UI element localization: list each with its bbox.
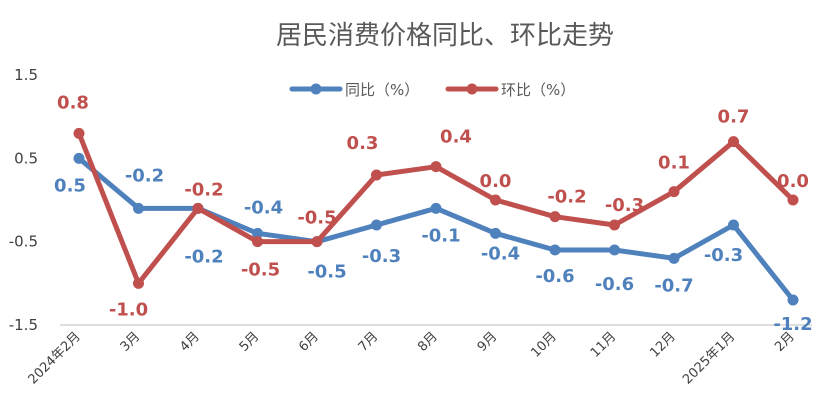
series-layer	[73, 127, 799, 306]
data-label: -0.6	[535, 266, 574, 287]
data-label: -0.1	[421, 225, 460, 246]
data-label: -0.2	[125, 165, 164, 186]
data-point	[371, 169, 382, 181]
data-label: -0.4	[481, 243, 520, 264]
data-label: 0.5	[54, 175, 86, 196]
data-label: -1.0	[109, 299, 148, 320]
data-point	[787, 294, 799, 306]
data-label: -0.2	[184, 246, 223, 267]
data-point	[728, 136, 739, 148]
data-point	[549, 211, 561, 223]
data-label: -0.7	[654, 275, 693, 296]
data-point	[668, 252, 680, 264]
x-tick-label: 12月	[647, 329, 678, 360]
x-tick-label: 2024年2月	[26, 329, 84, 387]
x-tick-label: 4月	[177, 329, 203, 355]
data-label: -0.5	[307, 262, 346, 283]
data-point	[252, 236, 263, 248]
data-label: 0.8	[57, 92, 89, 113]
data-point	[252, 227, 263, 239]
data-point	[609, 219, 620, 231]
data-label: -0.5	[297, 208, 336, 229]
data-label: -0.4	[244, 197, 283, 218]
data-point	[430, 161, 442, 173]
data-label: -1.2	[773, 314, 812, 335]
data-point	[73, 152, 85, 164]
data-point	[430, 202, 442, 214]
x-tick-label: 7月	[356, 329, 382, 355]
chart-title: 居民消费价格同比、环比走势	[276, 21, 614, 51]
x-tick-label: 9月	[475, 329, 501, 355]
data-label: 0.4	[440, 127, 472, 148]
data-label: -0.3	[704, 245, 743, 266]
data-point	[192, 202, 204, 214]
data-label: 0.3	[347, 133, 379, 154]
data-label: -0.2	[184, 179, 223, 200]
data-point	[371, 219, 382, 231]
data-label: -0.2	[547, 187, 586, 208]
data-point	[490, 227, 501, 239]
data-point	[133, 202, 144, 214]
legend: 同比（%） 环比（%）	[289, 81, 575, 99]
data-label: 0.0	[777, 171, 809, 192]
data-labels: 0.5 -0.2-0.2-0.4-0.5-0.3-0.1-0.4-0.6 -0.6-…	[54, 92, 813, 335]
data-point	[728, 219, 739, 231]
x-tick-label: 11月	[588, 329, 619, 360]
y-axis: 1.5 0.5 -0.5 -1.5	[9, 66, 38, 334]
y-tick-label: 1.5	[14, 66, 38, 84]
legend-label: 环比（%）	[501, 81, 575, 99]
data-label: -0.3	[362, 246, 401, 267]
x-tick-label: 6月	[296, 329, 322, 355]
x-tick-label: 3月	[118, 329, 144, 355]
x-axis: 2024年2月 3月 4月 5月 6月 7月 8月 9月 10月 11月 12月 2025年1月 2月	[26, 324, 812, 387]
y-tick-label: -0.5	[9, 233, 38, 251]
legend-marker	[466, 83, 478, 95]
data-point	[549, 244, 561, 256]
data-label: 0.1	[658, 153, 690, 174]
data-point	[133, 277, 144, 289]
x-tick-label: 8月	[415, 329, 441, 355]
data-point	[787, 194, 799, 206]
data-label: 0.0	[480, 171, 512, 192]
x-tick-label: 5月	[237, 329, 263, 355]
x-tick-label: 10月	[528, 329, 559, 360]
data-label: -0.3	[605, 195, 644, 216]
data-label: 0.7	[718, 107, 750, 128]
data-point	[609, 244, 620, 256]
data-point	[490, 194, 501, 206]
x-tick-label: 2025年1月	[680, 329, 738, 387]
legend-marker	[310, 83, 322, 95]
data-point	[311, 236, 323, 248]
legend-label: 同比（%）	[345, 81, 419, 99]
data-point	[73, 127, 85, 139]
data-point	[668, 186, 680, 198]
data-label: -0.6	[595, 274, 634, 295]
y-tick-label: 0.5	[14, 149, 38, 167]
y-tick-label: -1.5	[9, 316, 38, 334]
data-label: -0.5	[241, 260, 280, 281]
